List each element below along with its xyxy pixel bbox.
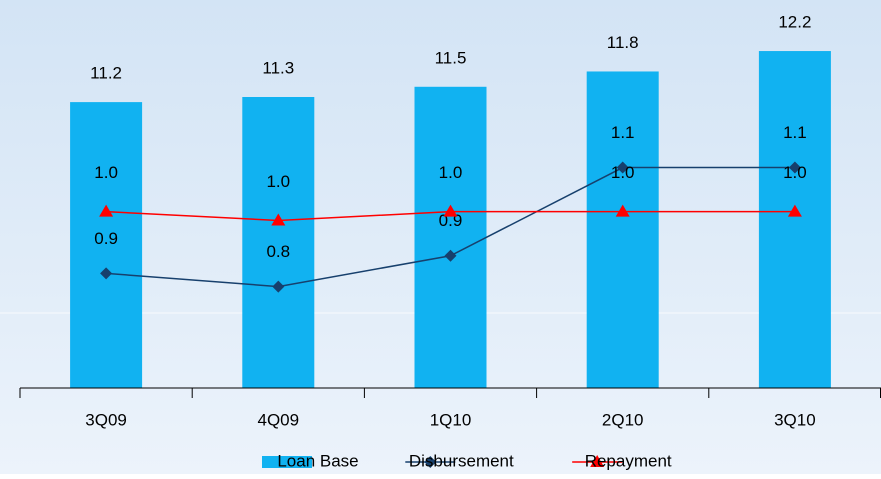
line-value-label: 1.1 (611, 123, 635, 142)
bar-value-label: 11.2 (90, 64, 122, 83)
line-marker (100, 267, 113, 280)
bar-value-label: 11.5 (435, 48, 467, 67)
legend-label: Disbursement (409, 451, 514, 470)
x-tick-label: 3Q10 (774, 410, 816, 429)
line-marker (616, 161, 629, 174)
line-marker (788, 161, 801, 174)
x-tick-label: 1Q10 (430, 410, 472, 429)
bar (758, 51, 831, 388)
x-tick-label: 4Q09 (258, 410, 300, 429)
line-marker (99, 204, 114, 217)
line-marker (787, 204, 802, 217)
line-value-label: 1.0 (94, 163, 118, 182)
line-value-label: 1.0 (266, 172, 290, 191)
bar (414, 86, 487, 388)
legend-swatch (262, 456, 312, 468)
line-value-label: 0.9 (94, 229, 118, 248)
line-value-label: 1.0 (439, 163, 463, 182)
x-tick-label: 3Q09 (85, 410, 127, 429)
bar (242, 97, 315, 388)
legend-label: Repayment (585, 451, 672, 470)
line-marker (443, 204, 458, 217)
line-value-label: 1.0 (611, 163, 635, 182)
bar-value-label: 11.3 (262, 58, 294, 77)
line-marker (271, 213, 286, 226)
line-value-label: 0.8 (266, 242, 290, 261)
line-marker (615, 204, 630, 217)
line-marker (444, 249, 457, 262)
bar (586, 71, 659, 388)
legend-marker (590, 455, 605, 467)
x-tick-label: 2Q10 (602, 410, 644, 429)
line-value-label: 1.0 (783, 163, 807, 182)
legend-label: Loan Base (277, 451, 358, 470)
bar-value-label: 12.2 (778, 13, 811, 32)
bar-value-label: 11.8 (607, 33, 639, 52)
line-value-label: 1.1 (783, 123, 807, 142)
legend-item: Disbursement (405, 451, 514, 470)
bar (70, 102, 143, 389)
legend-item: Loan Base (262, 451, 359, 470)
legend-item: Repayment (572, 451, 672, 470)
line-marker (272, 280, 285, 293)
legend-marker (424, 456, 437, 468)
